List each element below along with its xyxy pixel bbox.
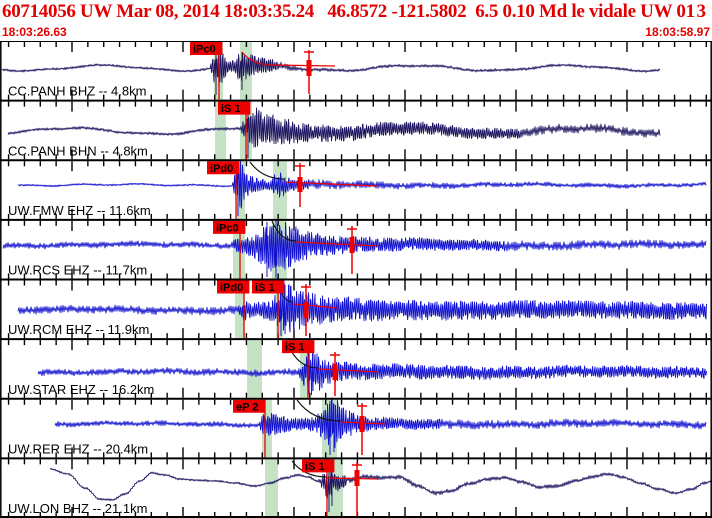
trace-panel-cc-panh-bhz[interactable]: [0, 41, 712, 101]
trace-label-cc-panh-bhz: CC.PANH BHZ -- 4.8km: [8, 84, 146, 99]
phase-pick-label[interactable]: iS 1: [305, 461, 325, 473]
event-header: 60714056 UW Mar 08, 2014 18:03:35.24 46.…: [0, 0, 712, 41]
phase-window-band: [215, 101, 226, 160]
window-flag: 3: [696, 1, 707, 22]
trace-panel-cc-panh-bhn[interactable]: [0, 101, 712, 161]
trace-label-uw-lon-bhz: UW.LON BHZ -- 21.1km: [8, 501, 147, 516]
phase-pick-label[interactable]: iS 1: [221, 103, 241, 115]
window-end-time: 18:03:58.97: [645, 25, 710, 39]
phase-pick-label-box[interactable]: [233, 399, 266, 413]
coda-level-line: [292, 303, 339, 309]
phase-pick-label[interactable]: iS 1: [285, 342, 305, 354]
trace-panel-uw-fmw-ehz[interactable]: [0, 160, 712, 220]
phase-pick-label-box[interactable]: [218, 101, 251, 115]
waveform-uw-fmw-ehz: [17, 160, 707, 209]
waveform-uw-lon-bhz: [49, 468, 712, 502]
trace-label-uw-rcs-ehz: UW.RCS EHZ -- 11.7km: [8, 263, 147, 278]
trace-label-cc-panh-bhn: CC.PANH BHN -- 4.8km: [8, 143, 148, 158]
coda-decay-curve: [249, 161, 286, 180]
phase-pick-label-box[interactable]: [252, 280, 285, 294]
trace-label-uw-fmw-ehz: UW.FMW EHZ -- 11.6km: [8, 203, 151, 218]
waveform-uw-rcm-ehz: [17, 283, 707, 333]
phase-pick-label-box[interactable]: [302, 459, 335, 473]
coda-level-line: [295, 241, 379, 247]
phase-pick-label-box[interactable]: [217, 280, 250, 294]
waveform-uw-star-ehz: [37, 350, 707, 396]
phase-pick-label[interactable]: iS 1: [255, 282, 275, 294]
waveform-cc-panh-bhn: [7, 107, 661, 148]
phase-pick-label[interactable]: iPc0: [216, 222, 239, 234]
phase-pick-label[interactable]: eP 2: [236, 401, 258, 413]
trace-label-uw-rer-ehz: UW.RER EHZ -- 20.4km: [8, 441, 148, 456]
phase-window-band: [247, 340, 262, 398]
event-title-row: 60714056 UW Mar 08, 2014 18:03:35.24 46.…: [0, 0, 712, 22]
trace-panel-uw-rcm-ehz[interactable]: [0, 280, 712, 340]
coda-level-line: [271, 64, 336, 67]
trace-panel-uw-rer-ehz[interactable]: [0, 399, 712, 459]
time-range-row: 18:03:26.63 18:03:58.97: [0, 26, 712, 41]
coda-level-line: [317, 368, 379, 373]
coda-decay-curve: [241, 51, 273, 66]
coda-decay-curve: [291, 460, 328, 478]
event-summary: 60714056 UW Mar 08, 2014 18:03:35.24 46.…: [2, 1, 695, 22]
coda-level-line: [326, 477, 379, 480]
waveform-canvas[interactable]: iPc0 CC.PANH BHZ -- 4.8km iS 1 CC.PANH BHN …: [0, 41, 712, 518]
phase-pick-label[interactable]: iPd0: [220, 282, 243, 294]
phase-pick-label[interactable]: iPc0: [193, 44, 216, 56]
waveform-uw-rcs-ehz: [2, 221, 707, 272]
phase-pick-label-box[interactable]: [213, 220, 246, 234]
coda-decay-curve: [271, 220, 297, 242]
phase-pick-label[interactable]: iPd0: [210, 163, 233, 175]
phase-pick-label-box[interactable]: [282, 340, 315, 354]
trace-label-uw-star-ehz: UW.STAR EHZ -- 16.2km: [8, 382, 154, 397]
phase-pick-label-box[interactable]: [207, 161, 240, 175]
coda-decay-curve: [296, 399, 342, 422]
waveform-cc-panh-bhz: [1, 52, 661, 83]
trace-panel-uw-star-ehz[interactable]: [0, 339, 712, 399]
phase-pick-label-box[interactable]: [190, 42, 223, 55]
window-start-time: 18:03:26.63: [2, 25, 67, 39]
phase-window-band: [265, 459, 278, 517]
trace-label-uw-rcm-ehz: UW.RCM EHZ -- 11.9km: [8, 322, 149, 337]
waveform-plot[interactable]: iPc0 CC.PANH BHZ -- 4.8km iS 1 CC.PANH BHN …: [0, 41, 712, 518]
trace-panel-uw-lon-bhz[interactable]: [0, 458, 712, 518]
trace-panel-uw-rcs-ehz[interactable]: [0, 220, 712, 280]
